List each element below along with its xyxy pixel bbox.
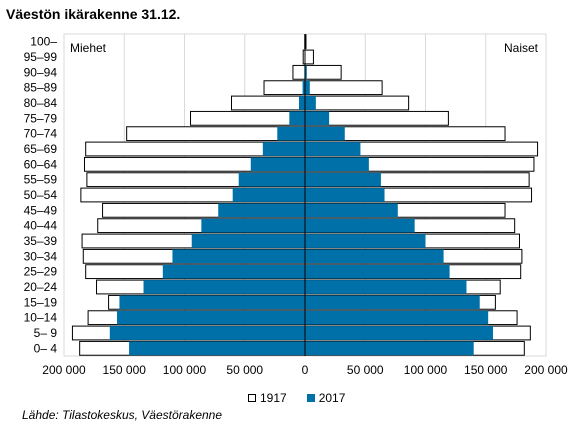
chart-title: Väestön ikärakenne 31.12. [6,6,181,22]
legend-item-2017: 2017 [306,391,346,405]
x-tick-label: 150 000 [103,363,147,377]
bar-women-2017 [305,80,310,95]
age-group-label: 25–29 [24,265,58,279]
age-group-label: 55–59 [24,173,58,187]
bar-men-2017 [238,172,305,187]
age-group-label: 45–49 [24,203,58,217]
bar-men-2017 [232,188,305,202]
legend-swatch-1917 [248,394,256,402]
bar-men-1917 [190,110,306,126]
legend-swatch-2017 [306,394,315,402]
bar-women-1917 [304,95,410,111]
bar-men-2017 [109,326,305,340]
legend-label-1917: 1917 [260,391,287,405]
age-group-label: 90–94 [24,65,58,79]
age-group-label: 35–39 [24,234,58,248]
bar-men-2017 [172,249,305,264]
x-tick-label: 50 000 [347,363,384,377]
legend-item-1917: 1917 [248,391,287,405]
age-group-label: 85–89 [24,81,58,95]
bar-men-2017 [298,96,305,110]
bar-women-2017 [305,96,316,110]
age-group-label: 30–34 [24,249,58,263]
bar-men-1917 [292,64,306,80]
bar-men-2017 [277,126,305,141]
bar-men-1917 [263,80,306,96]
bar-women-1917 [304,49,314,65]
age-group-label: 0– 4 [34,341,58,355]
bar-men-2017 [250,157,305,172]
age-group-label: 75–79 [24,111,58,125]
bar-women-2017 [305,249,444,264]
bar-women-2017 [305,172,381,187]
men-label: Miehet [70,41,107,55]
age-group-label: 5– 9 [34,326,58,340]
bar-men-2017 [162,264,305,279]
bar-women-2017 [305,234,426,248]
age-group-label: 100– [30,35,57,49]
bar-men-2017 [201,218,305,233]
bar-women-2017 [305,264,450,279]
bars [71,34,539,356]
bar-women-1917 [304,80,383,96]
bar-men-2017 [117,310,306,325]
bar-women-2017 [305,157,369,172]
age-group-label: 95–99 [24,50,58,64]
bar-men-1917 [230,95,306,111]
bar-men-2017 [191,234,305,248]
x-tick-label: 150 000 [464,363,508,377]
x-tick-label: 50 000 [226,363,263,377]
bar-women-2017 [305,203,398,218]
bar-women-2017 [305,280,467,294]
bar-men-2017 [289,111,305,126]
x-tick-label: 100 000 [404,363,448,377]
x-tick-label: 0 [302,363,309,377]
bar-women-1917 [304,64,342,80]
age-group-label: 20–24 [24,280,58,294]
bar-women-2017 [305,142,361,156]
legend: 1917 2017 [248,391,365,405]
age-group-label: 70–74 [24,127,58,141]
bar-women-2017 [305,218,415,233]
women-label: Naiset [504,41,539,55]
bar-women-2017 [305,341,474,356]
bar-men-2017 [119,295,306,310]
x-tick-labels: 200 000 150 000 100 000 50 000 0 50 000 100 00… [42,363,568,377]
age-group-label: 10–14 [24,311,58,325]
bar-men-2017 [302,80,305,95]
bar-women-2017 [305,295,480,310]
bar-women-2017 [305,326,493,340]
bar-women-2017 [305,188,385,202]
source-note: Lähde: Tilastokeskus, Väestörakenne [22,408,223,422]
x-tick-label: 100 000 [163,363,207,377]
bar-men-2017 [218,203,305,218]
bar-women-2017 [305,65,307,80]
age-group-label: 80–84 [24,96,58,110]
age-group-label: 15–19 [24,295,58,309]
legend-label-2017: 2017 [318,391,346,405]
bar-women-2017 [305,310,489,325]
bar-men-2017 [129,341,305,356]
x-tick-label: 200 000 [524,363,568,377]
age-group-label: 60–64 [24,157,58,171]
age-group-label: 50–54 [24,188,58,202]
bar-men-2017 [262,142,305,156]
age-group-label: 40–44 [24,219,58,233]
age-group-label: 65–69 [24,142,58,156]
bar-men-2017 [143,280,305,294]
bar-women-2017 [305,126,345,141]
bar-women-2017 [305,111,330,126]
x-tick-label: 200 000 [42,363,86,377]
